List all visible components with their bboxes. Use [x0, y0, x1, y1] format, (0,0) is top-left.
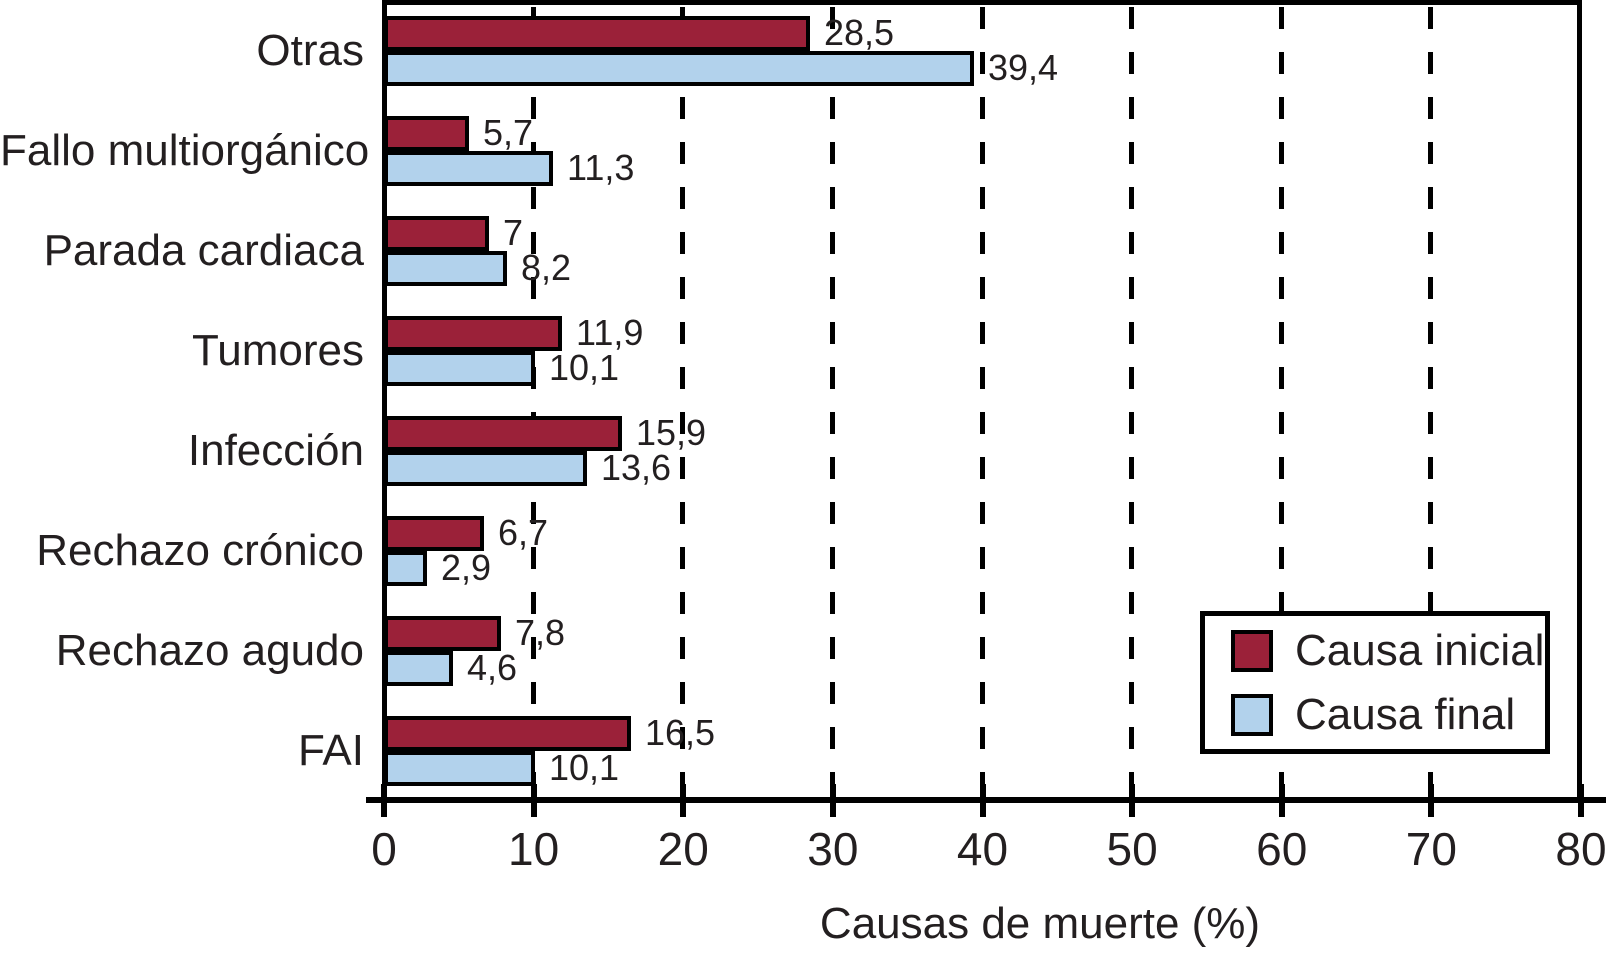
x-axis-tick-80 — [1578, 784, 1584, 817]
x-axis-line — [366, 797, 1606, 803]
bar-causa-inicial-2 — [384, 116, 469, 151]
x-axis-tick-10 — [530, 784, 537, 817]
x-axis-tick-label-20: 20 — [657, 823, 709, 875]
legend: Causa inicial Causa final — [1200, 611, 1550, 754]
bar-causa-final-1 — [384, 51, 974, 86]
bar-value-label: 6,7 — [498, 512, 549, 553]
bar-value-label: 13,6 — [601, 447, 672, 488]
category-label-2: Fallo multiorgánico — [0, 126, 370, 175]
bar-value-label: 7 — [503, 212, 524, 253]
bar-value-label: 39,4 — [988, 47, 1059, 88]
bar-causa-final-2 — [384, 151, 553, 186]
bar-causa-inicial-3 — [384, 216, 489, 251]
bar-causa-final-8 — [384, 751, 535, 786]
legend-swatch-causa-final — [1231, 693, 1273, 736]
x-axis-tick-50 — [1129, 784, 1136, 817]
x-axis-tick-60 — [1278, 784, 1285, 817]
x-axis-tick-label-70: 70 — [1405, 823, 1457, 875]
bar-causa-final-5 — [384, 451, 587, 486]
x-axis-title: Causas de muerte (%) — [819, 899, 1261, 948]
gridline-50 — [1129, 7, 1135, 797]
x-axis-tick-label-50: 50 — [1106, 823, 1158, 875]
plot-frame — [382, 0, 1582, 797]
bar-value-label: 16,5 — [645, 712, 716, 753]
gridline-10 — [530, 7, 536, 797]
category-label-1: Otras — [256, 26, 364, 75]
gridline-20 — [680, 7, 686, 797]
category-label-5: Infección — [187, 426, 364, 475]
bar-causa-final-4 — [384, 351, 535, 386]
legend-item-causa-inicial: Causa inicial — [1231, 625, 1545, 675]
bar-value-label: 10,1 — [549, 347, 620, 388]
gridline-40 — [979, 7, 985, 797]
category-label-6: Rechazo crónico — [36, 526, 364, 575]
legend-label-causa-inicial: Causa inicial — [1295, 625, 1545, 675]
bar-causa-final-6 — [384, 551, 427, 586]
bar-value-label: 7,8 — [515, 612, 566, 653]
x-axis-tick-30 — [829, 784, 836, 817]
bar-causa-final-7 — [384, 651, 453, 686]
bar-value-label: 11,9 — [576, 312, 644, 353]
legend-swatch-causa-inicial — [1231, 629, 1273, 672]
category-label-4: Tumores — [192, 326, 364, 375]
gridline-60 — [1278, 7, 1284, 797]
legend-label-causa-final: Causa final — [1295, 689, 1516, 739]
bar-value-label: 11,3 — [567, 147, 635, 188]
x-axis-tick-20 — [680, 784, 687, 817]
bar-causa-final-3 — [384, 251, 507, 286]
x-axis-tick-label-80: 80 — [1555, 823, 1606, 875]
bar-value-label: 10,1 — [549, 747, 620, 788]
category-label-3: Parada cardiaca — [43, 226, 364, 275]
bar-causa-inicial-5 — [384, 416, 622, 451]
x-axis-tick-70 — [1428, 784, 1435, 817]
bar-causa-inicial-7 — [384, 616, 501, 651]
bar-causa-inicial-1 — [384, 16, 810, 51]
gridline-30 — [829, 7, 835, 797]
x-axis-tick-label-30: 30 — [807, 823, 859, 875]
bar-value-label: 15,9 — [636, 412, 707, 453]
category-label-8: FAI — [297, 726, 364, 775]
x-axis-tick-40 — [979, 784, 986, 817]
legend-item-causa-final: Causa final — [1231, 689, 1545, 739]
bar-value-label: 28,5 — [824, 12, 895, 53]
bar-causa-inicial-4 — [384, 316, 562, 351]
bar-causa-inicial-6 — [384, 516, 484, 551]
bar-value-label: 5,7 — [483, 112, 534, 153]
x-axis-tick-label-60: 60 — [1256, 823, 1308, 875]
category-label-7: Rechazo agudo — [55, 626, 364, 675]
bar-value-label: 8,2 — [521, 247, 572, 288]
bar-causa-inicial-8 — [384, 716, 631, 751]
x-axis-tick-label-0: 0 — [371, 823, 397, 875]
x-axis-tick-label-10: 10 — [508, 823, 560, 875]
bar-value-label: 2,9 — [441, 547, 492, 588]
bar-value-label: 4,6 — [467, 647, 518, 688]
x-axis-tick-label-40: 40 — [956, 823, 1009, 875]
x-axis-tick-0 — [381, 784, 387, 817]
gridline-70 — [1428, 7, 1434, 797]
